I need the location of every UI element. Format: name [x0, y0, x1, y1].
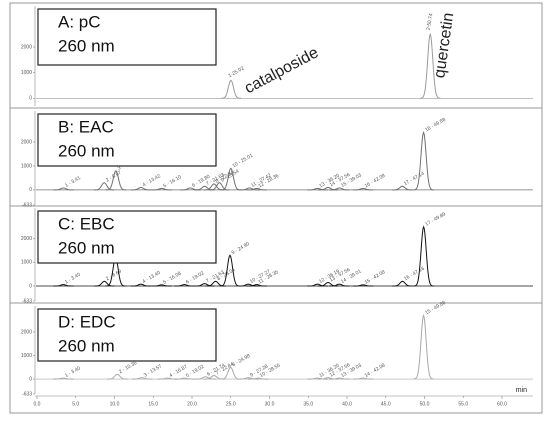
peak — [352, 284, 374, 287]
x-tick-label: 60.0 — [497, 401, 507, 407]
peak — [246, 284, 267, 287]
y-tick-label: 1000 — [21, 260, 32, 266]
y-tick-label: 0 — [29, 187, 32, 193]
peak — [107, 373, 128, 380]
peak — [174, 377, 195, 380]
y-tick-label: 1000 — [21, 70, 32, 76]
x-tick-label: 25.0 — [226, 401, 236, 407]
x-tick-label: 55.0 — [458, 401, 468, 407]
panel-title: A: pC — [58, 12, 101, 31]
peak — [329, 283, 350, 287]
peak — [248, 377, 269, 380]
peak — [53, 187, 74, 191]
panel-subtitle: 260 nm — [58, 141, 115, 160]
peak-label: 2-50.74 — [426, 13, 435, 31]
peak — [220, 79, 242, 99]
peak — [329, 377, 350, 380]
x-tick-label: 30.0 — [265, 401, 275, 407]
y-tick-label: -633 — [22, 298, 32, 304]
peak — [151, 284, 172, 287]
panel-subtitle: 260 nm — [58, 36, 115, 55]
panel-subtitle: 260 nm — [58, 336, 115, 355]
y-tick-label: 2000 — [21, 139, 32, 145]
peak — [352, 377, 374, 380]
peak — [413, 313, 434, 380]
peak — [238, 283, 259, 287]
peak — [220, 366, 241, 380]
peak — [413, 131, 434, 191]
panel-title: C: EBC — [58, 214, 115, 233]
x-tick-label: 15.0 — [148, 401, 158, 407]
y-tick-label: 0 — [29, 283, 32, 289]
peak — [53, 377, 74, 380]
y-tick-label: 2000 — [21, 329, 32, 335]
x-tick-label: 35.0 — [303, 401, 313, 407]
label-box — [37, 8, 217, 66]
y-tick-label: 0 — [29, 376, 32, 382]
panel-title: B: EAC — [58, 117, 114, 136]
peak — [209, 182, 230, 191]
x-tick-label: 5.0 — [72, 401, 79, 407]
peak — [53, 284, 74, 287]
x-axis-label: min — [516, 387, 527, 394]
x-tick-label: 10.0 — [110, 401, 120, 407]
x-tick-label: 40.0 — [342, 401, 352, 407]
peak — [130, 283, 152, 287]
y-tick-label: -633 — [22, 391, 32, 397]
y-tick-label: -633 — [22, 202, 32, 208]
y-tick-label: 1000 — [21, 163, 32, 169]
peak — [352, 187, 374, 191]
peak — [392, 185, 413, 191]
x-tick-label: 50.0 — [420, 401, 430, 407]
x-tick-label: 45.0 — [381, 401, 391, 407]
y-tick-label: 2000 — [21, 44, 32, 50]
peak — [194, 283, 215, 287]
panel-title: D: EDC — [58, 312, 116, 331]
peak — [195, 376, 216, 380]
label-box — [37, 210, 217, 264]
peak — [94, 280, 115, 287]
peak — [105, 170, 127, 191]
y-tick-label: 1000 — [21, 353, 32, 359]
peak — [246, 187, 268, 191]
label-box — [37, 113, 217, 167]
peak — [307, 187, 328, 191]
label-box — [37, 308, 217, 362]
peak — [419, 32, 441, 99]
y-tick-label: 0 — [29, 96, 32, 102]
peak — [174, 284, 195, 287]
peak — [413, 225, 434, 287]
peak — [130, 186, 152, 191]
peak — [219, 254, 241, 287]
panel-subtitle: 260 nm — [58, 238, 115, 257]
y-tick-label: 2000 — [21, 236, 32, 242]
peak — [392, 280, 413, 287]
peak — [220, 167, 242, 191]
peak — [239, 187, 260, 191]
peak — [131, 377, 153, 380]
peak — [329, 187, 350, 191]
peak — [151, 187, 172, 191]
x-tick-label: 0.0 — [34, 401, 41, 407]
peak — [93, 182, 115, 191]
peak — [307, 283, 328, 287]
x-tick-label: 20.0 — [187, 401, 197, 407]
